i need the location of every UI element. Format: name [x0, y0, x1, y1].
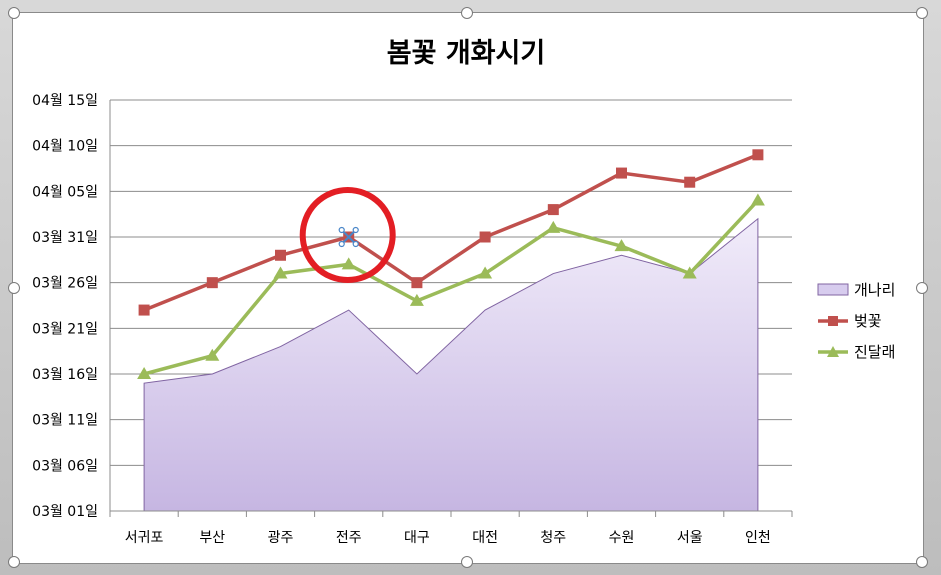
legend-marker-벚꽃	[828, 316, 838, 326]
x-tick-label: 인천	[745, 530, 771, 546]
line-진달래	[143, 199, 760, 376]
selected-point-marker	[341, 230, 356, 244]
marker-벚꽃	[752, 149, 764, 161]
y-tick-label: 03월 01일	[32, 504, 98, 520]
x-tick-label: 대전	[472, 530, 498, 546]
y-tick-label: 04월 05일	[32, 184, 98, 200]
x-tick-label: 청주	[540, 530, 566, 546]
y-tick-label: 03월 31일	[32, 230, 98, 246]
marker-진달래	[478, 266, 493, 279]
y-tick-label: 03월 16일	[32, 367, 98, 383]
resize-handle-top-right[interactable]	[916, 7, 928, 19]
y-tick-label: 04월 15일	[32, 93, 98, 109]
line-벚꽃	[143, 153, 759, 312]
resize-handle-top-left[interactable]	[8, 7, 20, 19]
chart-title: 봄꽃 개화시기	[387, 38, 545, 69]
x-tick-label: 수원	[609, 530, 635, 546]
resize-handle-bottom-left[interactable]	[8, 556, 20, 568]
x-tick-label: 대구	[404, 530, 430, 546]
marker-벚꽃	[138, 304, 150, 316]
x-axis-tick-labels: 서귀포 부산 광주 전주 대구 대전 청주 수원 서울 인천	[125, 530, 771, 546]
marker-진달래	[409, 293, 424, 306]
marker-벚꽃	[411, 277, 423, 289]
marker-벚꽃	[479, 231, 491, 243]
marker-벚꽃	[275, 249, 286, 261]
legend-label-개나리: 개나리	[854, 281, 895, 299]
marker-진달래	[546, 220, 561, 233]
area-series	[143, 217, 759, 512]
marker-벚꽃	[547, 204, 559, 216]
y-tick-label: 04월 10일	[32, 139, 98, 155]
marker-벚꽃	[616, 167, 627, 179]
resize-handle-bottom-center[interactable]	[461, 556, 473, 568]
legend-label-진달래: 진달래	[854, 343, 895, 361]
resize-handle-middle-left[interactable]	[8, 282, 20, 294]
resize-handle-middle-right[interactable]	[916, 282, 928, 294]
highlight-circle	[299, 187, 396, 283]
x-tick-label: 부산	[199, 530, 225, 546]
selection-dot	[352, 240, 359, 248]
marker-진달래	[682, 266, 697, 279]
marker-진달래	[341, 257, 356, 270]
legend-marker-진달래	[827, 346, 839, 357]
selection-dot	[352, 226, 359, 234]
selection-dot	[338, 226, 345, 234]
marker-벚꽃	[206, 277, 218, 289]
marker-진달래	[750, 193, 765, 206]
y-tick-label: 03월 21일	[32, 321, 98, 337]
resize-handle-top-center[interactable]	[461, 7, 473, 19]
area-개나리	[143, 217, 759, 512]
resize-handle-bottom-right[interactable]	[916, 556, 928, 568]
y-tick-label: 03월 11일	[32, 413, 98, 429]
annotation-layer	[299, 187, 396, 283]
marker-진달래	[614, 239, 629, 252]
x-tick-label: 서울	[677, 530, 703, 546]
y-tick-label: 03월 26일	[32, 276, 98, 292]
axes	[109, 100, 793, 517]
x-tick-label: 광주	[268, 530, 294, 546]
marker-진달래	[205, 348, 220, 361]
selection-dot	[338, 240, 345, 248]
x-tick-label: 전주	[336, 530, 362, 546]
marker-진달래	[273, 266, 288, 279]
y-axis-tick-labels: 03월 01일 03월 06일 03월 11일 03월 16일 03월 21일 03월 2…	[32, 93, 98, 520]
legend-swatch-개나리	[817, 283, 849, 296]
y-tick-label: 03월 06일	[32, 458, 98, 474]
x-tick-label: 서귀포	[125, 530, 164, 546]
marker-진달래	[137, 367, 152, 379]
legend-label-벚꽃: 벚꽃	[854, 312, 882, 330]
marker-벚꽃	[684, 176, 696, 188]
